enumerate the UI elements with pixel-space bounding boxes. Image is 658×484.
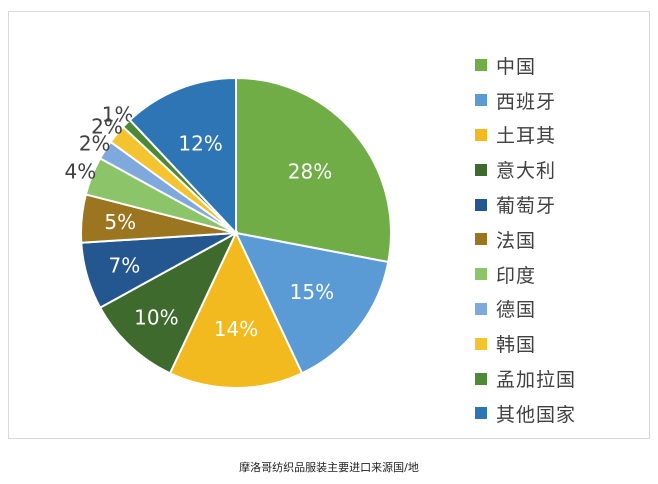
legend-item-1: 中国 (475, 48, 576, 83)
legend-swatch (475, 163, 487, 176)
legend-swatch (475, 198, 487, 211)
pie-slice-1 (235, 76, 392, 264)
data-label-10: 1% (102, 103, 134, 127)
data-label-11: 12% (178, 132, 222, 156)
legend-label: 德国 (496, 299, 537, 322)
pie-slice-3 (168, 230, 304, 390)
legend-label: 法国 (496, 229, 537, 252)
data-label-8: 2% (79, 131, 111, 155)
data-label-9: 2% (91, 114, 123, 138)
legend-swatch (475, 128, 487, 141)
chart-caption: 摩洛哥纺织品服装主要进口来源国/地 (239, 461, 419, 474)
legend-swatch (475, 233, 487, 246)
legend-item-6: 法国 (475, 222, 576, 257)
legend-item-7: 印度 (475, 257, 576, 292)
legend-label: 西班牙 (496, 90, 557, 113)
legend-item-5: 葡萄牙 (475, 187, 576, 222)
pie-slice-4 (98, 230, 239, 375)
legend-swatch (475, 59, 487, 72)
legend-label: 其他国家 (496, 403, 577, 426)
legend-item-3: 土耳其 (475, 118, 576, 153)
legend-label: 印度 (496, 264, 537, 287)
legend-label: 孟加拉国 (496, 369, 577, 392)
legend-item-2: 西班牙 (475, 83, 576, 118)
legend-swatch (475, 268, 487, 281)
pie-slice-11 (128, 76, 237, 236)
legend-swatch (475, 407, 487, 420)
legend-label: 葡萄牙 (496, 195, 557, 218)
data-label-6: 5% (104, 210, 136, 234)
legend-label: 中国 (496, 55, 537, 78)
legend-swatch (475, 372, 487, 385)
legend-swatch (475, 302, 487, 315)
legend-item-4: 意大利 (475, 152, 576, 187)
chart-legend: 中国西班牙土耳其意大利葡萄牙法国印度德国韩国孟加拉国其他国家 (475, 48, 576, 431)
legend-label: 韩国 (496, 334, 537, 357)
legend-item-9: 韩国 (475, 326, 576, 361)
legend-item-8: 德国 (475, 292, 576, 327)
data-label-3: 14% (214, 317, 258, 341)
legend-swatch (475, 337, 487, 350)
chart-frame: 28% 15% 14% 10% 7% 5% 4% 2% 2% 1% 12% 中国 西班牙 土耳其 意大利葡… (8, 11, 650, 439)
legend-label: 土耳其 (496, 125, 557, 148)
legend-item-10: 孟加拉国 (475, 361, 576, 396)
legend-item-11: 其他国家 (475, 396, 576, 431)
data-label-2: 15% (290, 280, 334, 304)
legend-swatch (475, 94, 487, 107)
data-label-4: 10% (134, 306, 178, 330)
data-label-1: 28% (288, 160, 332, 184)
data-label-5: 7% (109, 253, 141, 277)
legend-label: 意大利 (496, 160, 557, 183)
pie-slice-2 (234, 231, 390, 375)
pie-chart: 28%15%14%10%7%5%4%2%2%1%12% (65, 76, 392, 390)
data-label-7: 4% (65, 159, 97, 183)
